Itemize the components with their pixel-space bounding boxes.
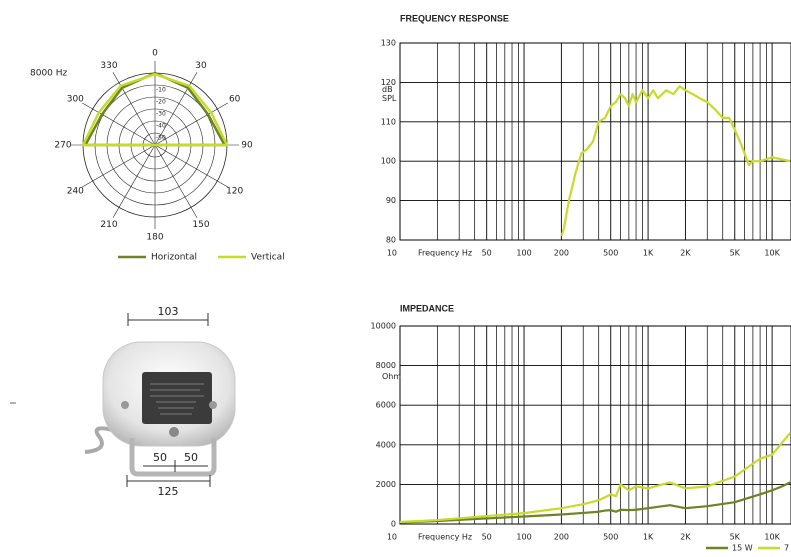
screw [209, 401, 217, 409]
dimension-label: 50 [184, 451, 198, 464]
x-tick-label: 100 [516, 533, 531, 542]
chart-title: 8000 Hz [30, 69, 68, 79]
theta-label: 210 [100, 220, 117, 230]
legend-label: 15 W [732, 544, 753, 553]
x-tick-label: 1K [643, 249, 654, 258]
plot-frame [399, 325, 791, 525]
plate-text [150, 383, 204, 415]
y-tick-label: 0 [391, 520, 396, 529]
x-tick-label: 5K [730, 533, 741, 542]
spoke [154, 72, 198, 146]
dimension-label: 50 [153, 451, 167, 464]
x-tick-label: 2K [680, 249, 691, 258]
theta-label: 330 [100, 61, 117, 71]
y-axis-label: dB SPL [382, 85, 397, 103]
plot-frame [399, 42, 791, 241]
theta-label: 240 [67, 187, 84, 197]
polar-line [81, 72, 229, 147]
chart-title: IMPEDANCE [400, 303, 454, 313]
y-tick-label: 10000 [371, 322, 396, 331]
spoke [154, 144, 198, 218]
y-tick-label: 2000 [376, 480, 396, 489]
y-tick-label: 80 [386, 236, 396, 245]
theta-label: 30 [195, 61, 207, 71]
theta-label: 180 [146, 233, 163, 243]
x-tick-label: 2K [680, 533, 691, 542]
x-tick-label: 1K [643, 533, 654, 542]
y-tick-label: 6000 [376, 401, 396, 410]
legend-label: Horizontal [151, 253, 197, 263]
spoke [82, 102, 156, 146]
line [399, 432, 791, 524]
screw [121, 401, 129, 409]
r-tick-label: -20 [156, 99, 166, 106]
cable [84, 426, 113, 454]
product-drawing: 103 50 50 125 [10, 305, 236, 498]
x-tick-label: 200 [554, 249, 569, 258]
r-tick-label: -10 [156, 87, 166, 94]
spoke [82, 144, 156, 188]
spoke [154, 102, 228, 146]
theta-label: 150 [192, 220, 209, 230]
x-tick-label: 500 [603, 533, 618, 542]
y-tick-label: 8000 [376, 361, 396, 370]
theta-label: 60 [229, 95, 241, 105]
spoke [112, 72, 156, 146]
x-tick-label: 200 [554, 533, 569, 542]
x-tick-label: 10K [764, 533, 780, 542]
theta-label: 270 [54, 141, 71, 151]
x-tick-label: 10 [387, 249, 397, 258]
r-tick-label: -40 [156, 123, 166, 130]
x-axis-label: Frequency Hz [418, 533, 472, 542]
y-tick-label: 130 [381, 39, 396, 48]
x-tick-label: 500 [603, 249, 618, 258]
chart-title: FREQUENCY RESPONSE [400, 13, 509, 23]
x-tick-label: 10K [764, 249, 780, 258]
theta-label: 0 [152, 49, 158, 59]
bolt [169, 427, 179, 437]
y-tick-label: 90 [386, 196, 396, 205]
legend-label: 7 [784, 544, 789, 553]
line [560, 85, 791, 237]
theta-label: 120 [226, 187, 243, 197]
theta-label: 90 [241, 141, 253, 151]
x-axis-label: Frequency Hz [418, 249, 472, 258]
line [399, 481, 791, 524]
spoke [112, 144, 156, 218]
x-tick-label: 50 [482, 533, 492, 542]
spoke [154, 144, 228, 188]
dimension-label: 103 [158, 305, 179, 318]
legend-label: Vertical [251, 253, 285, 263]
bracket [129, 438, 217, 477]
label-plate [142, 372, 212, 424]
x-tick-label: 10 [387, 533, 397, 542]
x-tick-label: 50 [482, 249, 492, 258]
y-axis-label: Ohm [382, 372, 402, 381]
r-tick-label: -50 [156, 135, 166, 142]
theta-label: 300 [67, 95, 84, 105]
y-tick-label: 110 [381, 117, 396, 126]
r-tick-label: -30 [156, 111, 166, 118]
x-tick-label: 100 [516, 249, 531, 258]
dimension-label: 125 [158, 485, 179, 498]
x-tick-label: 5K [730, 249, 741, 258]
y-tick-label: 4000 [376, 440, 396, 449]
y-tick-label: 120 [381, 78, 396, 87]
y-tick-label: 100 [381, 157, 396, 166]
